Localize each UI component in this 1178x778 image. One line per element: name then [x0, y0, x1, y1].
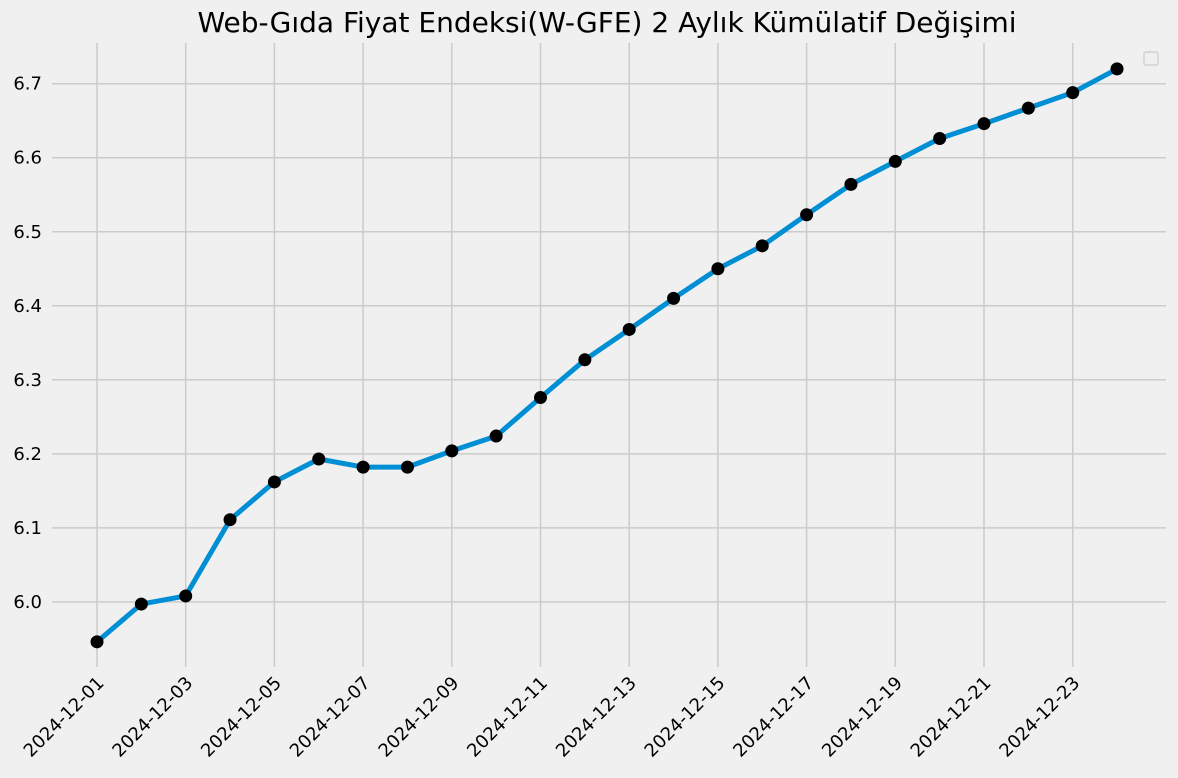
grid-lines: [52, 43, 1166, 667]
data-point: [312, 452, 326, 466]
data-point: [179, 589, 193, 603]
data-point: [800, 208, 814, 222]
series-group: [90, 62, 1124, 649]
data-point: [356, 460, 370, 474]
data-point: [489, 429, 503, 443]
data-point: [1110, 62, 1124, 76]
y-tick-label: 6.5: [13, 222, 42, 243]
y-tick-label: 6.3: [13, 370, 42, 391]
data-point: [667, 291, 681, 305]
data-point: [445, 444, 459, 458]
data-point: [267, 475, 281, 489]
data-point: [888, 154, 902, 168]
data-point: [578, 353, 592, 367]
data-point: [400, 460, 414, 474]
data-point: [711, 262, 725, 276]
y-tick-label: 6.2: [13, 444, 42, 465]
data-point: [1066, 86, 1080, 100]
y-tick-label: 6.7: [13, 74, 42, 95]
data-point: [1021, 101, 1035, 115]
legend-box: [1143, 51, 1159, 66]
y-tick-label: 6.0: [13, 592, 42, 613]
y-tick-label: 6.6: [13, 148, 42, 169]
y-tick-label: 6.4: [13, 296, 42, 317]
data-point: [534, 391, 547, 405]
data-point: [933, 131, 947, 145]
data-point: [755, 239, 769, 253]
data-point: [977, 117, 991, 131]
chart-title: Web-Gıda Fiyat Endeksi(W-GFE) 2 Aylık Kü…: [197, 6, 1016, 39]
data-point: [90, 635, 104, 649]
data-point: [622, 322, 636, 336]
data-point: [223, 513, 237, 527]
data-point: [844, 177, 858, 191]
series-line: [94, 66, 1120, 645]
y-tick-labels: 6.0 6.1 6.2 6.3 6.4 6.5 6.6 6.7: [13, 74, 42, 613]
data-point: [134, 597, 148, 611]
y-tick-label: 6.1: [13, 518, 42, 539]
